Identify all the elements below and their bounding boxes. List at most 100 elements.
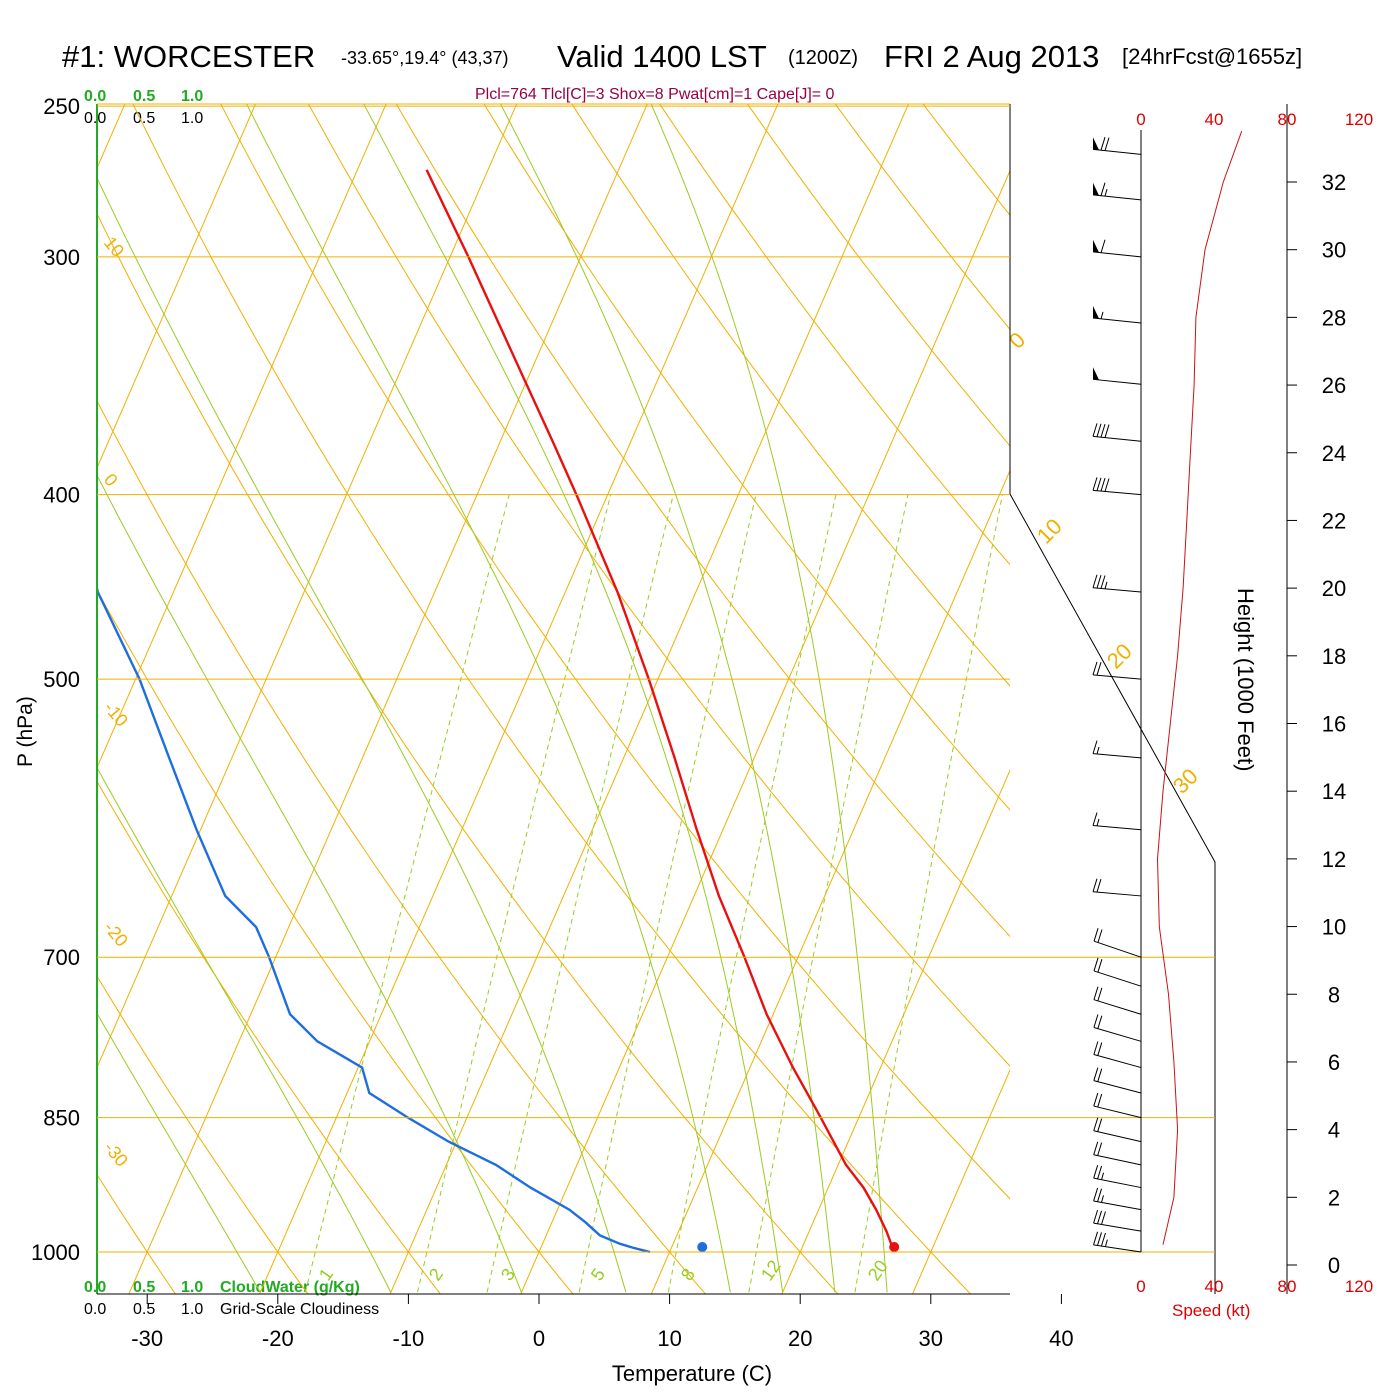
station-title: #1: WORCESTER: [62, 39, 315, 74]
thermo-grid: [97, 72, 1400, 1330]
pressure-label: 250: [43, 94, 80, 119]
dry-adiabat-line: [307, 104, 1010, 1067]
wind-barb-half-flag: [1100, 311, 1104, 320]
mixing-ratio-line: [304, 494, 510, 1293]
moist-adiabat-line: [500, 104, 836, 1293]
wind-barb-flag: [1097, 1142, 1103, 1156]
adiabat-label: -30: [100, 1138, 132, 1171]
wind-panel: 0246810121416182022242628303200404080801…: [1092, 104, 1373, 1296]
dry-adiabat-line: [97, 975, 309, 1294]
dry-adiabat-line: [834, 104, 1010, 331]
wind-barb-flag: [1096, 662, 1102, 676]
wind-barb-staff: [1092, 489, 1142, 496]
dry-adiabat-line: [97, 1173, 177, 1294]
moist-adiabat-line: [97, 176, 627, 1293]
wind-barb-flag: [1100, 239, 1106, 253]
x-tick-label: 0: [533, 1326, 545, 1351]
speed-tick-label: 40: [1205, 1277, 1224, 1296]
cloudiness-tick: 0.0: [84, 1301, 106, 1318]
x-tick-label: 10: [657, 1326, 681, 1351]
isotherm-line: [911, 1068, 1010, 1294]
chart-header: #1: WORCESTER -33.65°,19.4° (43,37) Vali…: [62, 39, 1302, 103]
wind-barb-flag: [1100, 137, 1106, 151]
wind-barb-flag: [1093, 1092, 1099, 1107]
dry-adiabat-line: [746, 104, 1010, 447]
height-tick-label: 2: [1328, 1185, 1340, 1210]
wind-barb-flag: [1093, 1041, 1099, 1055]
cloudwater-tick: 0.5: [133, 88, 155, 105]
pressure-label: 850: [43, 1106, 80, 1131]
cloudwater-label: CloudWater (g/Kg): [220, 1279, 360, 1296]
station-coords: -33.65°,19.4° (43,37): [341, 48, 509, 68]
dry-adiabat-line: [97, 588, 574, 1294]
wind-barb-flag: [1104, 424, 1110, 438]
wind-barb-flag: [1097, 929, 1103, 943]
cloudiness-tick: 1.0: [181, 1301, 203, 1318]
wind-barb-staff: [1092, 317, 1142, 324]
wind-barb-flag: [1093, 957, 1099, 972]
wind-barb-half-flag: [1101, 1172, 1105, 1180]
wind-barb-flag: [1097, 1232, 1102, 1246]
wind-panel-boundary: [1009, 104, 1216, 1294]
speed-tick-label: 0: [1136, 1277, 1145, 1296]
mixing-ratio-line: [486, 494, 674, 1293]
height-tick-label: 6: [1328, 1050, 1340, 1075]
height-tick-label: 26: [1322, 373, 1346, 398]
cloudwater-tick: 0.5: [133, 1279, 155, 1296]
mixing-ratio-label: 8: [677, 1265, 699, 1285]
isotherm-line: [389, 104, 910, 1294]
wind-barb-flag: [1092, 740, 1098, 754]
moist-adiabat-line: [97, 766, 392, 1293]
isotherm-line: [128, 104, 648, 1294]
wind-barb-half-flag: [1101, 1195, 1104, 1203]
speed-tick-label: 80: [1278, 1277, 1297, 1296]
sounding-profiles: [97, 169, 900, 1254]
wind-barb-staff: [1092, 587, 1142, 593]
dry-adiabat-line: [1160, 72, 1400, 1330]
moist-adiabat-line: [97, 1012, 261, 1293]
wind-barb-flag: [1093, 1165, 1099, 1179]
wind-barb-staff: [1093, 1054, 1142, 1069]
dry-adiabat-line: [571, 104, 1010, 687]
moist-adiabat-line: [363, 104, 784, 1293]
cloudiness-tick: 1.0: [181, 110, 203, 127]
cloudiness-tick: 0.5: [133, 1301, 155, 1318]
wind-barb-flag: [1093, 928, 1099, 942]
wind-barb-flag: [1097, 987, 1103, 1002]
wind-barb-flag: [1092, 878, 1098, 892]
stability-indices: Plcl=764 Tlcl[C]=3 Shox=8 Pwat[cm]=1 Cap…: [475, 86, 835, 103]
wind-barb-staff: [1093, 1222, 1142, 1232]
wind-barb-staff: [1093, 999, 1142, 1015]
height-tick-label: 16: [1322, 712, 1346, 737]
wind-barb-staff: [1093, 1027, 1142, 1042]
wind-barb-pennant: [1093, 182, 1100, 196]
dry-adiabat-line: [97, 212, 839, 1294]
height-tick-label: 32: [1322, 170, 1346, 195]
valid-time: Valid 1400 LST: [557, 39, 767, 74]
speed-tick-label: 80: [1278, 110, 1297, 129]
wind-barb-flag: [1097, 1165, 1103, 1180]
wind-barb-flag: [1097, 1093, 1103, 1108]
wind-barb-flag: [1097, 1042, 1103, 1056]
cloud-scales: 0.0 0.5 1.0 0.0 0.5 1.0 0.0 0.5 1.0 Clou…: [84, 88, 379, 1318]
speed-axis-title: Speed (kt): [1172, 1301, 1250, 1320]
wind-barb-flag: [1092, 812, 1098, 826]
wind-barb-pennant: [1093, 137, 1100, 150]
mixing-ratio-line: [578, 494, 757, 1293]
wind-barb-pennant: [1093, 367, 1100, 380]
mixing-ratio-label: 20: [864, 1256, 892, 1284]
x-tick-label: -20: [262, 1326, 294, 1351]
moist-adiabat-line: [246, 104, 731, 1293]
wind-barb-flag: [1093, 1067, 1099, 1081]
cloudwater-tick: 0.0: [84, 1279, 106, 1296]
wind-speed-curve: [1156, 131, 1243, 1245]
height-tick-label: 22: [1322, 508, 1346, 533]
wind-barb-staff: [1092, 753, 1142, 759]
wind-barb-flag: [1092, 477, 1098, 491]
wind-barb-flag: [1097, 1068, 1103, 1082]
pressure-label: 500: [43, 667, 80, 692]
wind-barb-staff: [1093, 940, 1142, 958]
cloudiness-tick: 0.0: [84, 110, 106, 127]
mixing-ratio-label: 2: [425, 1265, 447, 1285]
